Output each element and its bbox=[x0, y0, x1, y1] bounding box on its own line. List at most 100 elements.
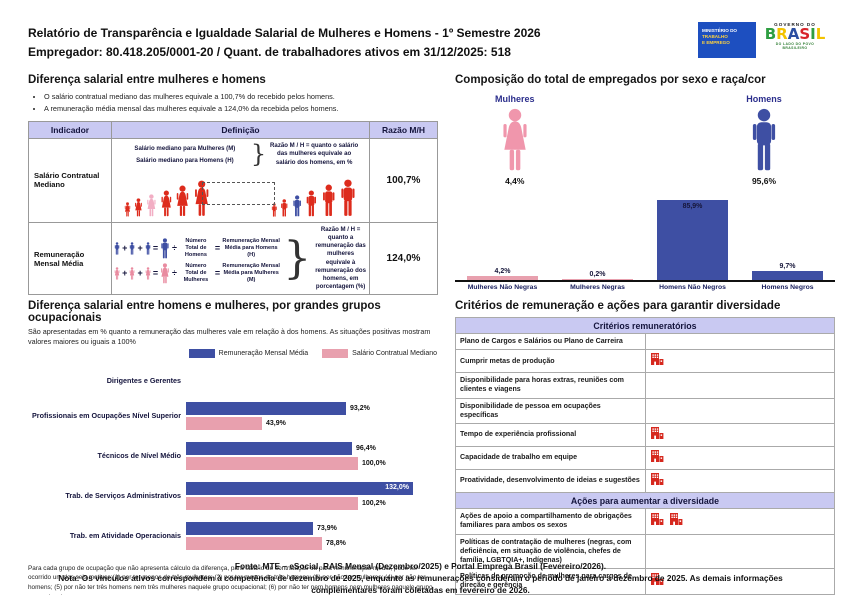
criteria-label: Tempo de experiência profissional bbox=[455, 423, 646, 448]
criteria-adopted-cell bbox=[644, 332, 835, 351]
occupation-label: Técnicos de Nível Médio bbox=[97, 450, 181, 460]
bar bbox=[752, 271, 823, 280]
bar-line: 78,8% bbox=[186, 536, 433, 550]
comp-bar-group: 4,2% bbox=[455, 268, 550, 280]
col-header-razao: Razão M/H bbox=[369, 121, 438, 140]
report-footer: Fonte: MTE – eSocial, RAIS Mensal (Dezem… bbox=[30, 560, 811, 595]
bar-value-label: 132,0% bbox=[385, 483, 409, 491]
ministry-logo-line3: E EMPREGO bbox=[702, 40, 730, 46]
legend-item: Salário Contratual Mediano bbox=[322, 348, 437, 358]
divisor-label: Número Total de Homens bbox=[184, 237, 207, 258]
woman-icon bbox=[175, 185, 190, 217]
bar-value-label: 0,2% bbox=[589, 271, 606, 278]
composition-figures: Mulheres 4,4% Homens 95,6% bbox=[455, 86, 835, 186]
bar-value-label: 73,9% bbox=[317, 524, 337, 532]
composition-heading: Composição do total de empregados por se… bbox=[455, 74, 766, 86]
occupational-section: Diferença salarial entre homens e mulher… bbox=[28, 300, 437, 595]
criteria-label: Ações de apoio a compartilhamento de obr… bbox=[455, 508, 646, 535]
col-header-indicador: Indicador bbox=[28, 121, 112, 140]
criteria-row: Plano de Cargos e Salários ou Plano de C… bbox=[455, 332, 835, 351]
government-brasil-logo: GOVERNO DO BRASIL DO LADO DO POVO BRASIL… bbox=[763, 22, 827, 50]
woman-icon bbox=[134, 198, 143, 217]
criteria-label: Proatividade, desenvolvimento de ideias … bbox=[455, 469, 646, 494]
woman-icon bbox=[160, 190, 173, 217]
bar-value-label: 78,8% bbox=[326, 539, 346, 547]
men-percentage: 95,6% bbox=[751, 176, 777, 186]
man-icon bbox=[129, 242, 135, 255]
women-label: Mulheres bbox=[495, 94, 535, 104]
company-building-icon bbox=[650, 353, 664, 365]
composition-chart-bars: 4,2% 0,2% 85,9% 9,7% bbox=[455, 196, 835, 282]
indicator-salario-contratual: Salário Contratual Mediano bbox=[28, 138, 112, 223]
bar: 85,9% bbox=[657, 200, 728, 280]
bar bbox=[186, 441, 352, 455]
men-figures-group bbox=[271, 179, 357, 217]
definition-cell-1: Salário mediano para Mulheres (M) Salári… bbox=[111, 138, 370, 223]
bar-line: 100,0% bbox=[186, 456, 433, 470]
women-percentage: 4,4% bbox=[505, 176, 525, 186]
legend-item: Remuneração Mensal Média bbox=[188, 348, 309, 358]
highlighted-woman-icon bbox=[146, 194, 157, 217]
ratio-salario-contratual: 100,7% bbox=[369, 138, 438, 223]
people-pictogram bbox=[114, 173, 367, 219]
bar-line: 96,4% bbox=[186, 441, 433, 455]
occupation-label: Dirigentes e Gerentes bbox=[106, 375, 181, 385]
bar-value-label: 100,0% bbox=[362, 459, 386, 467]
legend-label: Remuneração Mensal Média bbox=[218, 349, 309, 357]
bar-value-label: 100,2% bbox=[362, 499, 386, 507]
def2-note: Razão M / H = quanto a remuneração das m… bbox=[315, 225, 366, 291]
bar-value-label: 43,9% bbox=[266, 419, 286, 427]
bar bbox=[186, 401, 346, 415]
occupational-heading: Diferença salarial entre homens e mulher… bbox=[28, 300, 381, 324]
bar-value-label: 4,2% bbox=[494, 268, 511, 275]
comp-bar-group: 85,9% bbox=[645, 200, 740, 280]
criteria-row: Tempo de experiência profissional bbox=[455, 423, 835, 448]
salary-gap-heading: Diferença salarial entre mulheres e home… bbox=[28, 74, 266, 86]
criteria-row: Ações de apoio a compartilhamento de obr… bbox=[455, 508, 835, 535]
criteria-table-header-2: Ações para aumentar a diversidade bbox=[455, 492, 835, 510]
criteria-adopted-cell bbox=[644, 568, 835, 595]
bar bbox=[467, 276, 538, 280]
salary-gap-table: Indicador Definição Razão M/H Salário Co… bbox=[28, 121, 438, 296]
company-building-icon bbox=[650, 513, 664, 525]
chart-legend: Remuneração Mensal Média Salário Contratu… bbox=[28, 348, 437, 358]
table-row: Salário Contratual Mediano Salário media… bbox=[28, 138, 438, 223]
occupational-chart: Dirigentes e Gerentes Profissionais em Oc… bbox=[28, 366, 437, 556]
ministry-logo-line2: TRABALHO bbox=[702, 34, 728, 40]
dashed-connector bbox=[202, 181, 275, 205]
criteria-row: Políticas de promoção de mulheres para c… bbox=[455, 568, 835, 595]
woman-icon bbox=[124, 202, 131, 217]
criteria-label: Políticas de contratação de mulheres (ne… bbox=[455, 533, 646, 570]
criteria-adopted-cell bbox=[644, 372, 835, 399]
man-icon bbox=[321, 184, 337, 217]
bar-value-label: 9,7% bbox=[779, 263, 796, 270]
criteria-label: Cumprir metas de produção bbox=[455, 349, 646, 374]
company-building-icon bbox=[650, 473, 664, 485]
occupation-group-row: Trab. de Serviços Administrativos 132,0% 1… bbox=[28, 476, 437, 516]
man-icon bbox=[145, 242, 151, 255]
gov-logo-top-text: GOVERNO DO bbox=[774, 22, 816, 27]
woman-icon bbox=[114, 267, 120, 280]
bar bbox=[186, 496, 358, 510]
composition-section: Composição do total de empregados por se… bbox=[455, 74, 835, 291]
occupation-label: Trab. de Serviços Administrativos bbox=[65, 490, 181, 500]
divisor-label: Número Total de Mulheres bbox=[183, 262, 209, 283]
men-figure-block: Homens 95,6% bbox=[745, 94, 783, 186]
criteria-label: Disponibilidade para horas extras, reuni… bbox=[455, 372, 646, 399]
criteria-heading: Critérios de remuneração e ações para ga… bbox=[455, 300, 781, 312]
category-label: Mulheres Negras bbox=[570, 284, 625, 291]
occupation-bars: 96,4% 100,0% bbox=[186, 441, 433, 470]
criteria-row: Disponibilidade de pessoa em ocupações e… bbox=[455, 397, 835, 425]
report-title: Relatório de Transparência e Igualdade S… bbox=[28, 26, 541, 40]
woman-icon bbox=[145, 267, 151, 280]
bar bbox=[562, 279, 633, 280]
man-icon bbox=[745, 108, 783, 172]
bar-line: 132,0% bbox=[186, 481, 433, 495]
man-icon bbox=[271, 203, 278, 217]
comp-bar-group: 9,7% bbox=[740, 263, 835, 280]
footer-fonte: Fonte: MTE – eSocial, RAIS Mensal (Dezem… bbox=[234, 561, 607, 571]
criteria-row: Cumprir metas de produção bbox=[455, 349, 835, 374]
highlighted-man-icon bbox=[292, 195, 302, 217]
criteria-table-header-1: Critérios remuneratórios bbox=[455, 317, 835, 334]
men-formula-row: + + = ÷ Número Total de Homens = Remuneração M… bbox=[114, 238, 280, 259]
